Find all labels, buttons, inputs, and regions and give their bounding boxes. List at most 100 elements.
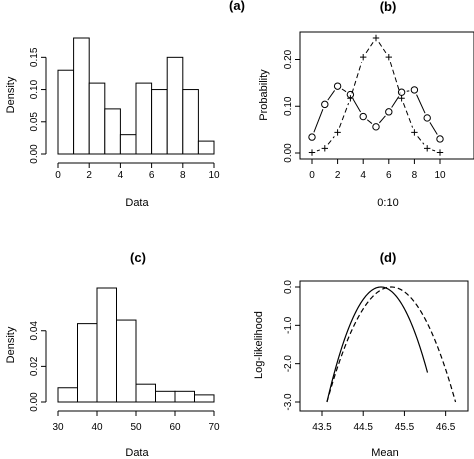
panel-d: (d) 43.5 44.5 45.5 46.5 -3.0 -2.0 -1.0 0.0 Mean Lo… [253, 250, 469, 459]
x-tick-label: 40 [91, 422, 103, 433]
histogram-bar [197, 140, 215, 155]
y-axis-label: Probability [258, 69, 270, 121]
series-1-point [410, 86, 419, 94]
histogram-bar [155, 390, 176, 403]
series-2-point [308, 149, 316, 156]
series-2-point [321, 145, 328, 152]
series-2-segment [378, 42, 387, 54]
x-tick-label: 6 [386, 170, 392, 181]
series-2-segment [327, 136, 335, 145]
x-tick-label: 6 [149, 170, 155, 181]
y-axis-label: Density [5, 76, 17, 113]
series-2-point [436, 149, 444, 156]
series-1-point [321, 100, 329, 109]
series-1-segment [313, 109, 324, 133]
x-axis-label: Mean [371, 447, 399, 459]
y-tick-label: 0.04 [29, 321, 40, 341]
histogram-bar [57, 387, 78, 403]
series-1-segment [341, 88, 347, 93]
series-1-point [385, 108, 393, 116]
series-1-segment [429, 122, 438, 135]
panel-title: (a) [229, 0, 245, 13]
x-tick-label: 4 [118, 170, 124, 181]
x-tick-label: 44.5 [353, 422, 373, 433]
histogram-bar [57, 69, 75, 155]
histogram-bar [77, 323, 98, 403]
series-1-segment [379, 115, 386, 124]
x-tick-label: 8 [412, 170, 418, 181]
y-tick-label: 0.02 [29, 356, 40, 376]
y-tick-label: 0.00 [29, 392, 40, 412]
series-2-point [424, 145, 431, 152]
series-1-point [333, 82, 342, 90]
plot-frame [299, 280, 469, 412]
series-2-point [334, 129, 341, 136]
series-2-segment [316, 149, 321, 152]
histogram-bar [174, 390, 195, 403]
x-tick-label: 70 [208, 422, 220, 433]
histogram-bar [194, 394, 215, 403]
series-2-segment [338, 102, 350, 128]
y-tick-label: 0.20 [283, 49, 294, 69]
histogram-bar [166, 56, 184, 155]
x-tick-label: 4 [360, 170, 366, 181]
y-axis-label: Log-likelihood [253, 311, 265, 379]
panel-a: (a) 0 2 4 6 8 10 0.00 0.05 0.10 0.15 Data Density [5, 0, 245, 209]
series-2-segment [431, 149, 436, 152]
histogram-bar [135, 82, 153, 155]
series-2-curve [326, 286, 457, 403]
y-tick-label: 0.10 [283, 96, 294, 116]
x-tick-label: 45.5 [395, 422, 415, 433]
series-1-point [372, 123, 380, 131]
x-tick-label: 8 [180, 170, 186, 181]
series-1-segment [366, 119, 373, 124]
y-tick-label: -1.0 [283, 316, 294, 334]
y-tick-label: -2.0 [283, 355, 294, 373]
y-tick-label: 0.00 [283, 143, 294, 163]
x-tick-label: 2 [86, 170, 92, 181]
histogram-bar [116, 319, 137, 403]
series-2-segment [389, 61, 401, 94]
x-axis-label: Data [125, 197, 149, 209]
x-axis-label: Data [125, 447, 149, 459]
y-tick-label: -3.0 [283, 393, 294, 411]
series-2-segment [402, 102, 414, 128]
plot-frame [299, 31, 474, 160]
series-2-point [360, 53, 367, 61]
y-tick-label: 0.05 [29, 112, 40, 132]
y-axis-label: Density [5, 326, 17, 363]
x-tick-label: 10 [434, 170, 446, 181]
panel-title: (c) [130, 250, 146, 265]
histogram-bar [151, 89, 168, 155]
series-2-segment [417, 136, 425, 145]
series-1-point [423, 114, 431, 122]
panel-title: (b) [380, 0, 397, 14]
x-axis-label: 0:10 [377, 197, 398, 209]
series-1-curve [326, 286, 429, 403]
series-1-segment [327, 90, 336, 101]
y-tick-label: 0.00 [29, 144, 40, 164]
y-tick-label: 0.0 [283, 280, 294, 294]
panel-b: (b) 0 2 4 6 8 10 0.00 0.10 0.20 0:10 Probability [258, 0, 474, 209]
y-tick-label: 0.10 [29, 79, 40, 99]
histogram-bar [88, 82, 106, 155]
series-2-segment [351, 61, 363, 94]
series-2-point [398, 95, 405, 102]
y-tick-label: 0.15 [29, 47, 40, 67]
histogram-bar [73, 37, 90, 155]
series-1-segment [391, 96, 400, 108]
series-2-point [372, 34, 380, 42]
series-1-point [308, 133, 316, 141]
x-tick-label: 46.5 [436, 422, 456, 433]
series-1-point [359, 112, 367, 121]
series-2-point [347, 95, 354, 102]
histogram-bar [104, 108, 121, 155]
x-tick-label: 0 [55, 170, 61, 181]
panel-c: (c) 30 40 50 60 70 0.00 0.02 0.04 Data Density [5, 250, 220, 459]
series-2-point [411, 129, 418, 136]
histogram-bar [135, 383, 156, 403]
series-2-segment [365, 42, 374, 54]
panel-title: (d) [380, 250, 397, 265]
x-tick-label: 0 [309, 170, 315, 181]
